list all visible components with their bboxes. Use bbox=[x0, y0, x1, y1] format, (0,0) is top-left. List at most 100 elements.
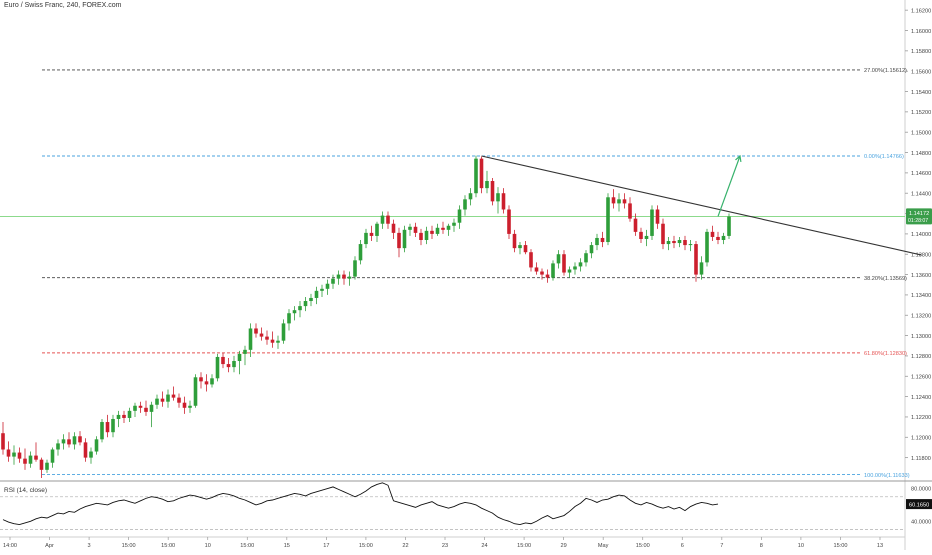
candle-up[interactable] bbox=[281, 319, 286, 344]
candle-up[interactable] bbox=[556, 250, 561, 269]
candle-up[interactable] bbox=[727, 213, 731, 239]
candle-up[interactable] bbox=[452, 218, 456, 232]
candle-up[interactable] bbox=[56, 439, 60, 456]
candle-up[interactable] bbox=[496, 187, 500, 214]
candle-up[interactable] bbox=[320, 284, 324, 297]
candle-up[interactable] bbox=[111, 414, 115, 438]
candle-up[interactable] bbox=[292, 306, 297, 321]
candle-up[interactable] bbox=[408, 223, 412, 236]
candle-up[interactable] bbox=[210, 374, 214, 388]
candle-down[interactable] bbox=[265, 330, 269, 345]
candle-down[interactable] bbox=[171, 386, 176, 401]
candle-down[interactable] bbox=[386, 211, 390, 229]
candle-down[interactable] bbox=[259, 327, 264, 341]
candle-up[interactable] bbox=[435, 223, 440, 236]
candle-down[interactable] bbox=[639, 227, 643, 244]
candle-down[interactable] bbox=[369, 225, 374, 242]
candle-up[interactable] bbox=[94, 436, 99, 455]
candle-up[interactable] bbox=[705, 228, 709, 267]
candle-down[interactable] bbox=[710, 225, 715, 242]
candle-down[interactable] bbox=[507, 205, 511, 239]
candle-down[interactable] bbox=[199, 372, 203, 389]
candle-up[interactable] bbox=[353, 256, 357, 280]
candle-up[interactable] bbox=[45, 459, 49, 473]
candle-up[interactable] bbox=[518, 242, 522, 255]
candle-down[interactable] bbox=[122, 410, 126, 424]
candle-down[interactable] bbox=[611, 189, 616, 209]
candle-up[interactable] bbox=[606, 193, 610, 246]
candle-up[interactable] bbox=[677, 236, 682, 248]
candle-up[interactable] bbox=[551, 260, 555, 281]
candle-down[interactable] bbox=[254, 323, 258, 338]
candle-up[interactable] bbox=[567, 266, 572, 278]
candle-down[interactable] bbox=[661, 218, 665, 250]
projection-arrow[interactable] bbox=[717, 155, 741, 217]
drawing-layer[interactable] bbox=[481, 154, 922, 256]
candle-down[interactable] bbox=[633, 213, 638, 236]
candle-down[interactable] bbox=[1, 422, 5, 455]
candle-up[interactable] bbox=[364, 228, 368, 249]
candle-up[interactable] bbox=[446, 223, 451, 236]
candle-up[interactable] bbox=[578, 258, 583, 272]
candle-down[interactable] bbox=[204, 374, 209, 392]
candle-down[interactable] bbox=[694, 241, 698, 282]
candle-up[interactable] bbox=[325, 279, 330, 295]
candle-up[interactable] bbox=[688, 240, 693, 252]
candle-down[interactable] bbox=[391, 219, 396, 239]
candle-up[interactable] bbox=[644, 229, 649, 247]
rsi-indicator-label[interactable]: RSI (14, close) bbox=[4, 487, 47, 494]
candle-up[interactable] bbox=[336, 270, 341, 285]
candle-up[interactable] bbox=[127, 407, 132, 423]
candle-up[interactable] bbox=[666, 236, 671, 251]
candle-up[interactable] bbox=[380, 211, 385, 229]
candle-down[interactable] bbox=[6, 441, 11, 462]
candle-up[interactable] bbox=[116, 410, 121, 428]
candle-down[interactable] bbox=[600, 231, 605, 248]
candle-up[interactable] bbox=[248, 323, 253, 357]
candle-up[interactable] bbox=[61, 434, 66, 450]
candle-up[interactable] bbox=[650, 205, 654, 240]
candle-up[interactable] bbox=[402, 225, 407, 253]
candle-up[interactable] bbox=[50, 447, 55, 468]
candle-down[interactable] bbox=[39, 457, 44, 478]
candle-up[interactable] bbox=[12, 445, 16, 465]
candle-down[interactable] bbox=[67, 432, 71, 448]
candle-up[interactable] bbox=[303, 296, 308, 312]
candle-down[interactable] bbox=[34, 442, 38, 462]
candle-down[interactable] bbox=[545, 269, 550, 283]
candle-up[interactable] bbox=[149, 401, 154, 428]
candle-up[interactable] bbox=[314, 286, 319, 305]
candle-up[interactable] bbox=[155, 394, 159, 409]
candle-down[interactable] bbox=[490, 177, 495, 206]
candle-down[interactable] bbox=[529, 249, 533, 272]
candle-down[interactable] bbox=[534, 262, 539, 275]
candle-up[interactable] bbox=[298, 301, 302, 318]
candle-down[interactable] bbox=[221, 352, 225, 369]
candle-down[interactable] bbox=[83, 438, 88, 462]
candle-down[interactable] bbox=[182, 396, 187, 414]
candle-up[interactable] bbox=[232, 355, 236, 373]
candle-up[interactable] bbox=[243, 345, 247, 366]
candle-up[interactable] bbox=[358, 240, 363, 265]
candle-up[interactable] bbox=[276, 335, 280, 349]
candle-up[interactable] bbox=[215, 353, 220, 382]
candle-up[interactable] bbox=[424, 226, 429, 245]
candle-down[interactable] bbox=[441, 221, 445, 234]
candle-up[interactable] bbox=[188, 400, 192, 413]
candle-down[interactable] bbox=[144, 400, 148, 416]
candle-up[interactable] bbox=[237, 350, 242, 375]
candle-down[interactable] bbox=[523, 241, 528, 255]
candle-up[interactable] bbox=[347, 271, 352, 286]
candle-down[interactable] bbox=[430, 225, 434, 239]
candle-up[interactable] bbox=[287, 309, 291, 331]
candle-down[interactable] bbox=[270, 331, 275, 348]
candle-up[interactable] bbox=[457, 205, 462, 229]
candle-up[interactable] bbox=[617, 193, 621, 212]
candle-up[interactable] bbox=[721, 232, 726, 245]
candle-up[interactable] bbox=[28, 451, 33, 468]
candle-up[interactable] bbox=[589, 242, 594, 259]
candle-layer[interactable] bbox=[1, 155, 731, 478]
candle-down[interactable] bbox=[105, 414, 110, 438]
candle-down[interactable] bbox=[622, 193, 627, 209]
